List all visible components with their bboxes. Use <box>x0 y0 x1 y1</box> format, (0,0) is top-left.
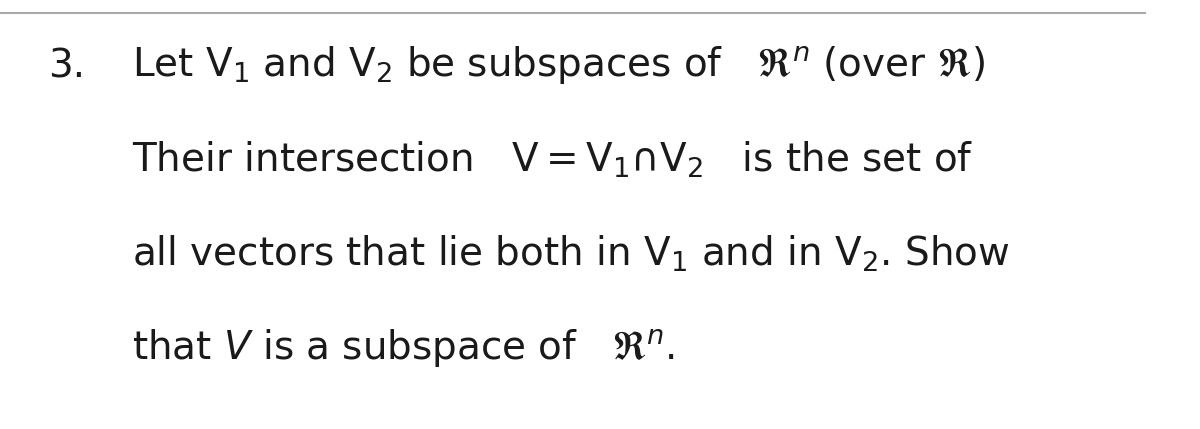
Text: that $V$ is a subspace of   $\mathfrak{R}^{n}$.: that $V$ is a subspace of $\mathfrak{R}^… <box>132 328 674 370</box>
Text: Let $\mathrm{V}_1$ and $\mathrm{V}_2$ be subspaces of   $\mathfrak{R}^{n}$ $\lef: Let $\mathrm{V}_1$ and $\mathrm{V}_2$ be… <box>132 45 985 87</box>
Text: 3.: 3. <box>48 47 85 85</box>
Text: all vectors that lie both in $\mathrm{V}_1$ and in $\mathrm{V}_2$. Show: all vectors that lie both in $\mathrm{V}… <box>132 234 1009 274</box>
Text: Their intersection   $\mathrm{V{=}V}_1{\cap}\mathrm{V}_2$   is the set of: Their intersection $\mathrm{V{=}V}_1{\ca… <box>132 139 973 180</box>
